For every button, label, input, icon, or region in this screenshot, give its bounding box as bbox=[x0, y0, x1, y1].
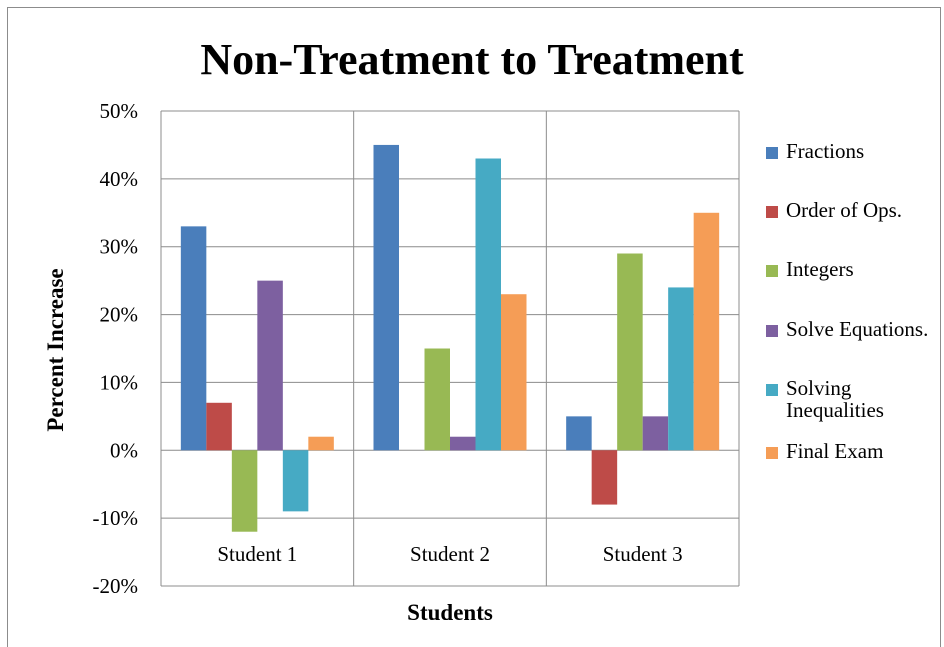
bar bbox=[617, 253, 643, 451]
legend-item: Integers bbox=[766, 258, 936, 280]
bar bbox=[180, 226, 207, 451]
y-tick-label: 40% bbox=[100, 167, 139, 191]
bar bbox=[282, 450, 309, 512]
y-tick-label: 20% bbox=[100, 303, 139, 327]
bar bbox=[591, 450, 618, 505]
bar bbox=[231, 450, 258, 532]
legend-label: Integers bbox=[786, 257, 854, 281]
legend-item: Solving Inequalities bbox=[766, 377, 936, 421]
x-tick-label: Student 1 bbox=[217, 542, 297, 566]
chart-frame bbox=[7, 7, 941, 647]
legend-label: Final Exam bbox=[786, 439, 884, 463]
legend-item: Solve Equations. bbox=[766, 318, 936, 340]
y-tick-label: 30% bbox=[100, 235, 139, 259]
chart-title: Non-Treatment to Treatment bbox=[200, 35, 744, 84]
bar bbox=[373, 144, 399, 451]
legend-label: Solving Inequalities bbox=[786, 376, 884, 422]
y-tick-label: 0% bbox=[110, 438, 138, 462]
legend-label: Solve Equations. bbox=[786, 317, 929, 341]
bar bbox=[668, 287, 694, 451]
legend-item: Fractions bbox=[766, 140, 936, 162]
legend-item: Final Exam bbox=[766, 440, 936, 462]
legend-swatch bbox=[766, 265, 778, 277]
bar bbox=[257, 280, 283, 451]
x-tick-label: Student 3 bbox=[603, 542, 683, 566]
bar bbox=[693, 212, 720, 451]
legend-swatch bbox=[766, 447, 778, 459]
legend-swatch bbox=[766, 147, 778, 159]
x-tick-label: Student 2 bbox=[410, 542, 490, 566]
legend-label: Order of Ops. bbox=[786, 198, 903, 222]
bar bbox=[206, 402, 232, 451]
bar bbox=[642, 416, 669, 451]
legend-label: Fractions bbox=[786, 139, 865, 163]
bar bbox=[566, 416, 592, 451]
x-axis-label: Students bbox=[407, 600, 493, 625]
y-tick-label: 50% bbox=[100, 99, 139, 123]
legend-swatch bbox=[766, 325, 778, 337]
bar bbox=[501, 294, 527, 451]
bar bbox=[424, 348, 450, 451]
y-tick-label: 10% bbox=[100, 370, 139, 394]
legend-item: Order of Ops. bbox=[766, 199, 936, 221]
bar bbox=[475, 158, 501, 451]
bar bbox=[308, 436, 334, 451]
y-tick-label: -10% bbox=[93, 506, 139, 530]
legend-swatch bbox=[766, 206, 778, 218]
y-tick-label: -20% bbox=[93, 574, 139, 598]
legend-swatch bbox=[766, 384, 778, 396]
bar bbox=[450, 436, 476, 451]
